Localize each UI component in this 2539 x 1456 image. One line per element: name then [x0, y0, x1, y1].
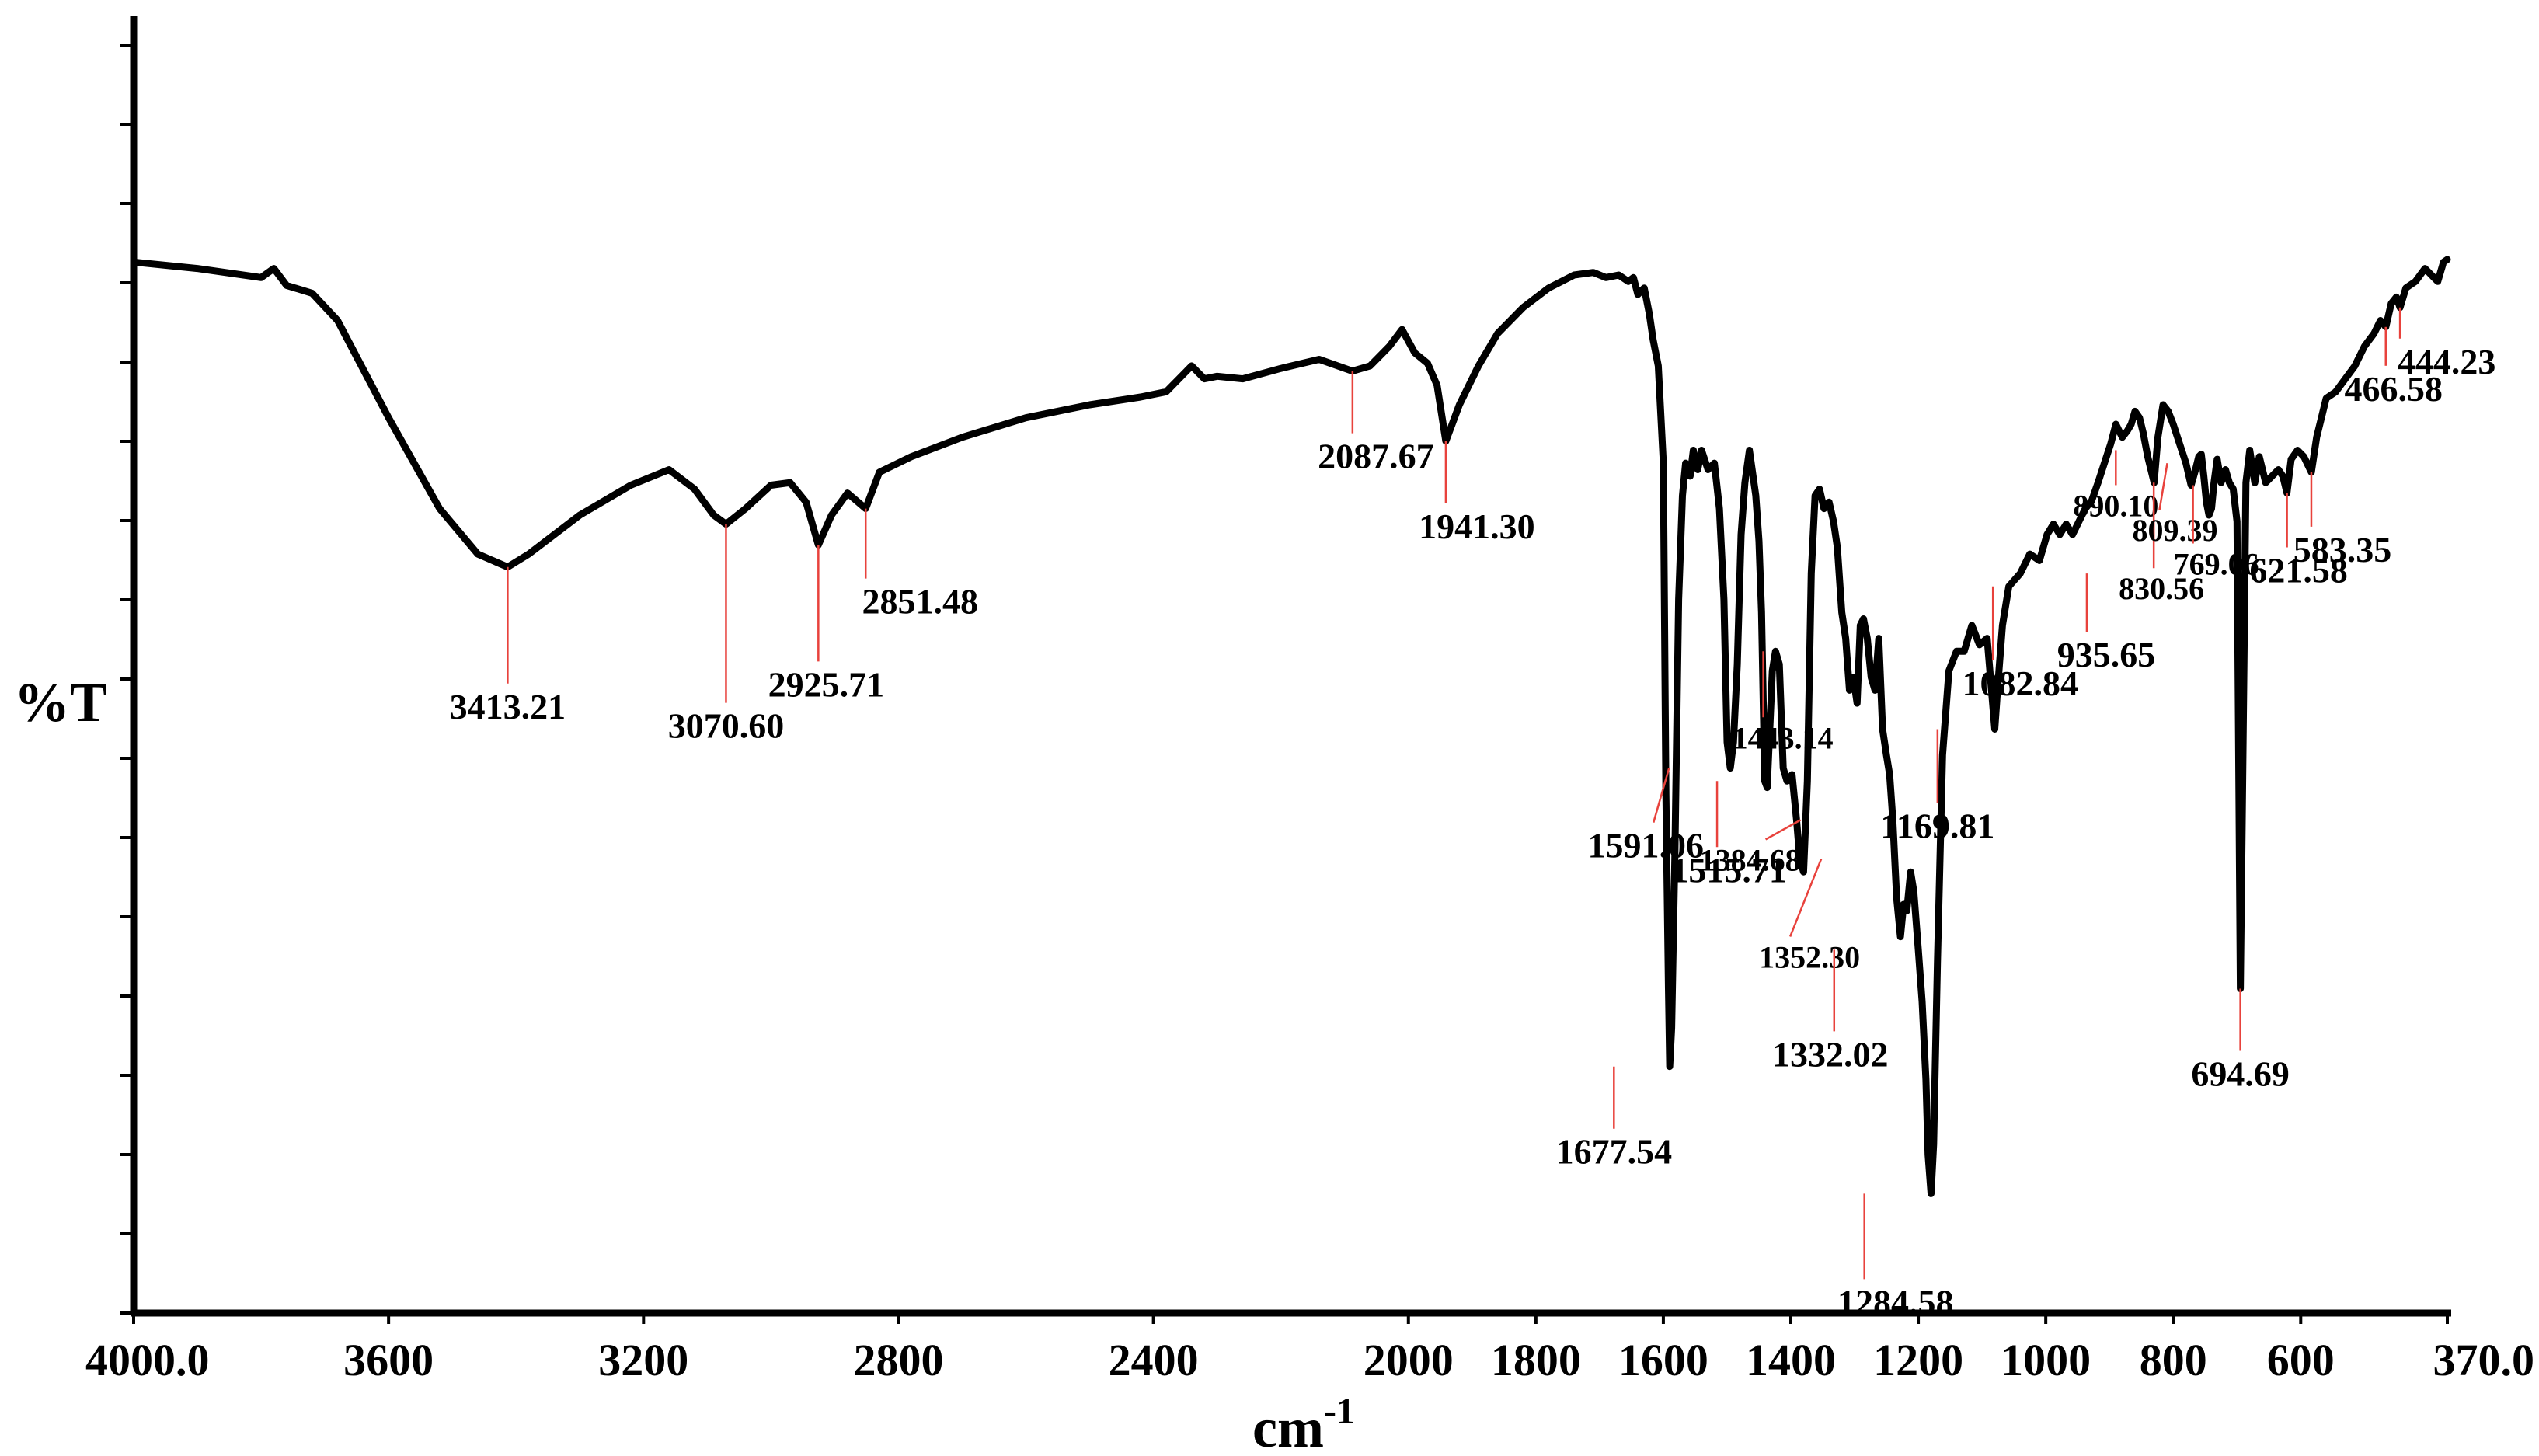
peak-label: 1515.71 [1670, 850, 1787, 890]
peak-label: 890.10 [2073, 488, 2158, 523]
x-tick-label: 600 [2267, 1335, 2335, 1385]
peak-label: 769.06 [2174, 547, 2259, 582]
x-tick-label: 1600 [1618, 1335, 1708, 1385]
x-tick-label: 1800 [1491, 1335, 1581, 1385]
y-axis-ticks [120, 44, 134, 1315]
peak-leader-line [1764, 819, 1802, 841]
peak-leader-line [2158, 462, 2168, 510]
x-axis-title-base: cm [1252, 1397, 1324, 1456]
peak-label: 466.58 [2345, 369, 2443, 409]
x-tick-label: 1400 [1746, 1335, 1836, 1385]
x-tick-label: 2400 [1109, 1335, 1199, 1385]
x-axis-ticks [132, 1313, 2449, 1324]
x-tick-label: 800 [2140, 1335, 2207, 1385]
x-tick-label: 3600 [343, 1335, 434, 1385]
peak-label: 694.69 [2191, 1054, 2290, 1094]
x-axis-tick-labels: 4000.0 3600 3200 2800 2400 2000 1800 1600 1400 12… [85, 1335, 2534, 1385]
x-tick-label: 3200 [598, 1335, 688, 1385]
x-tick-label: 2000 [1364, 1335, 1454, 1385]
peak-leader-line [1653, 768, 1670, 823]
peak-label: 809.39 [2133, 513, 2218, 548]
peak-label: 3413.21 [450, 687, 566, 726]
x-axis-title: cm-1 [1252, 1391, 1355, 1456]
axes [130, 16, 2451, 1317]
peak-label: 1082.84 [1962, 664, 2078, 703]
peak-label: 1332.02 [1772, 1034, 1889, 1074]
peak-label: 2925.71 [768, 664, 885, 704]
peak-label: 1284.58 [1837, 1282, 1954, 1322]
peak-label: 1941.30 [1419, 507, 1535, 546]
peak-label: 1443.14 [1733, 720, 1834, 755]
peak-label: 444.23 [2398, 342, 2496, 381]
peak-leader-line [1788, 859, 1823, 937]
peak-label: 935.65 [2057, 635, 2156, 674]
x-tick-label: 370.0 [2433, 1335, 2535, 1385]
peak-label: 1591.06 [1588, 826, 1705, 866]
peak-label: 583.35 [2293, 530, 2392, 570]
peak-label: 1384.68 [1700, 842, 1801, 877]
peak-label: 1352.30 [1759, 940, 1860, 975]
y-axis-title: %T [14, 671, 107, 733]
spectrum-line [130, 256, 2451, 1197]
x-axis-title-superscript: -1 [1324, 1391, 1355, 1432]
x-tick-label: 2800 [853, 1335, 943, 1385]
peak-label: 830.56 [2119, 571, 2204, 606]
x-tick-label: 1200 [1873, 1335, 1963, 1385]
peak-label: 1169.81 [1880, 806, 1994, 846]
peak-label: 1677.54 [1556, 1132, 1673, 1172]
peak-label: 2851.48 [862, 582, 978, 622]
peak-label: 2087.67 [1318, 437, 1434, 476]
x-tick-label: 4000.0 [85, 1335, 210, 1385]
peak-label: 3070.60 [668, 706, 785, 746]
peak-label: 621.58 [2249, 551, 2348, 590]
x-tick-label: 1000 [2001, 1335, 2091, 1385]
